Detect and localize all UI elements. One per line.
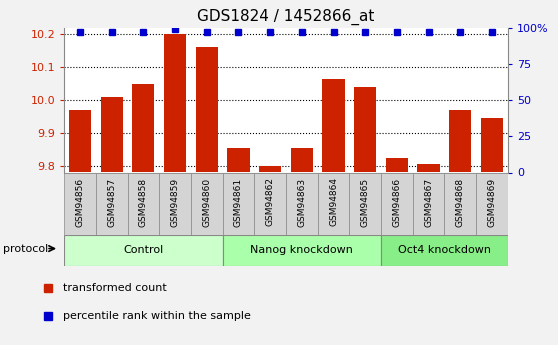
Text: GSM94862: GSM94862: [266, 177, 275, 226]
Bar: [291, 148, 313, 172]
Text: GSM94860: GSM94860: [202, 177, 211, 227]
Bar: [381, 235, 508, 266]
Text: Oct4 knockdown: Oct4 knockdown: [398, 245, 491, 255]
Bar: [349, 172, 381, 235]
Bar: [164, 34, 186, 172]
Bar: [254, 172, 286, 235]
Bar: [286, 172, 318, 235]
Title: GDS1824 / 1452866_at: GDS1824 / 1452866_at: [198, 9, 374, 25]
Bar: [444, 172, 476, 235]
Text: GSM94858: GSM94858: [139, 177, 148, 227]
Bar: [223, 172, 254, 235]
Bar: [223, 235, 381, 266]
Bar: [354, 87, 376, 172]
Text: percentile rank within the sample: percentile rank within the sample: [63, 310, 251, 321]
Text: GSM94867: GSM94867: [424, 177, 433, 227]
Bar: [417, 164, 440, 172]
Bar: [191, 172, 223, 235]
Text: GSM94869: GSM94869: [488, 177, 497, 227]
Bar: [381, 172, 413, 235]
Text: GSM94864: GSM94864: [329, 177, 338, 226]
Bar: [413, 172, 444, 235]
Text: transformed count: transformed count: [63, 283, 167, 293]
Bar: [227, 148, 249, 172]
Bar: [96, 172, 128, 235]
Text: GSM94857: GSM94857: [107, 177, 116, 227]
Text: protocol: protocol: [3, 244, 49, 254]
Bar: [476, 172, 508, 235]
Text: GSM94856: GSM94856: [75, 177, 84, 227]
Bar: [69, 110, 91, 172]
Bar: [323, 79, 345, 172]
Bar: [132, 83, 155, 172]
Text: GSM94863: GSM94863: [297, 177, 306, 227]
Bar: [386, 158, 408, 172]
Bar: [64, 172, 96, 235]
Text: GSM94861: GSM94861: [234, 177, 243, 227]
Bar: [128, 172, 159, 235]
Bar: [159, 172, 191, 235]
Bar: [449, 110, 472, 172]
Bar: [259, 166, 281, 172]
Bar: [196, 47, 218, 172]
Bar: [318, 172, 349, 235]
Bar: [64, 235, 223, 266]
Text: GSM94859: GSM94859: [171, 177, 180, 227]
Text: GSM94866: GSM94866: [392, 177, 401, 227]
Text: Nanog knockdown: Nanog knockdown: [251, 245, 353, 255]
Bar: [481, 118, 503, 172]
Text: GSM94868: GSM94868: [456, 177, 465, 227]
Text: GSM94865: GSM94865: [360, 177, 370, 227]
Bar: [100, 97, 123, 172]
Text: Control: Control: [123, 245, 163, 255]
